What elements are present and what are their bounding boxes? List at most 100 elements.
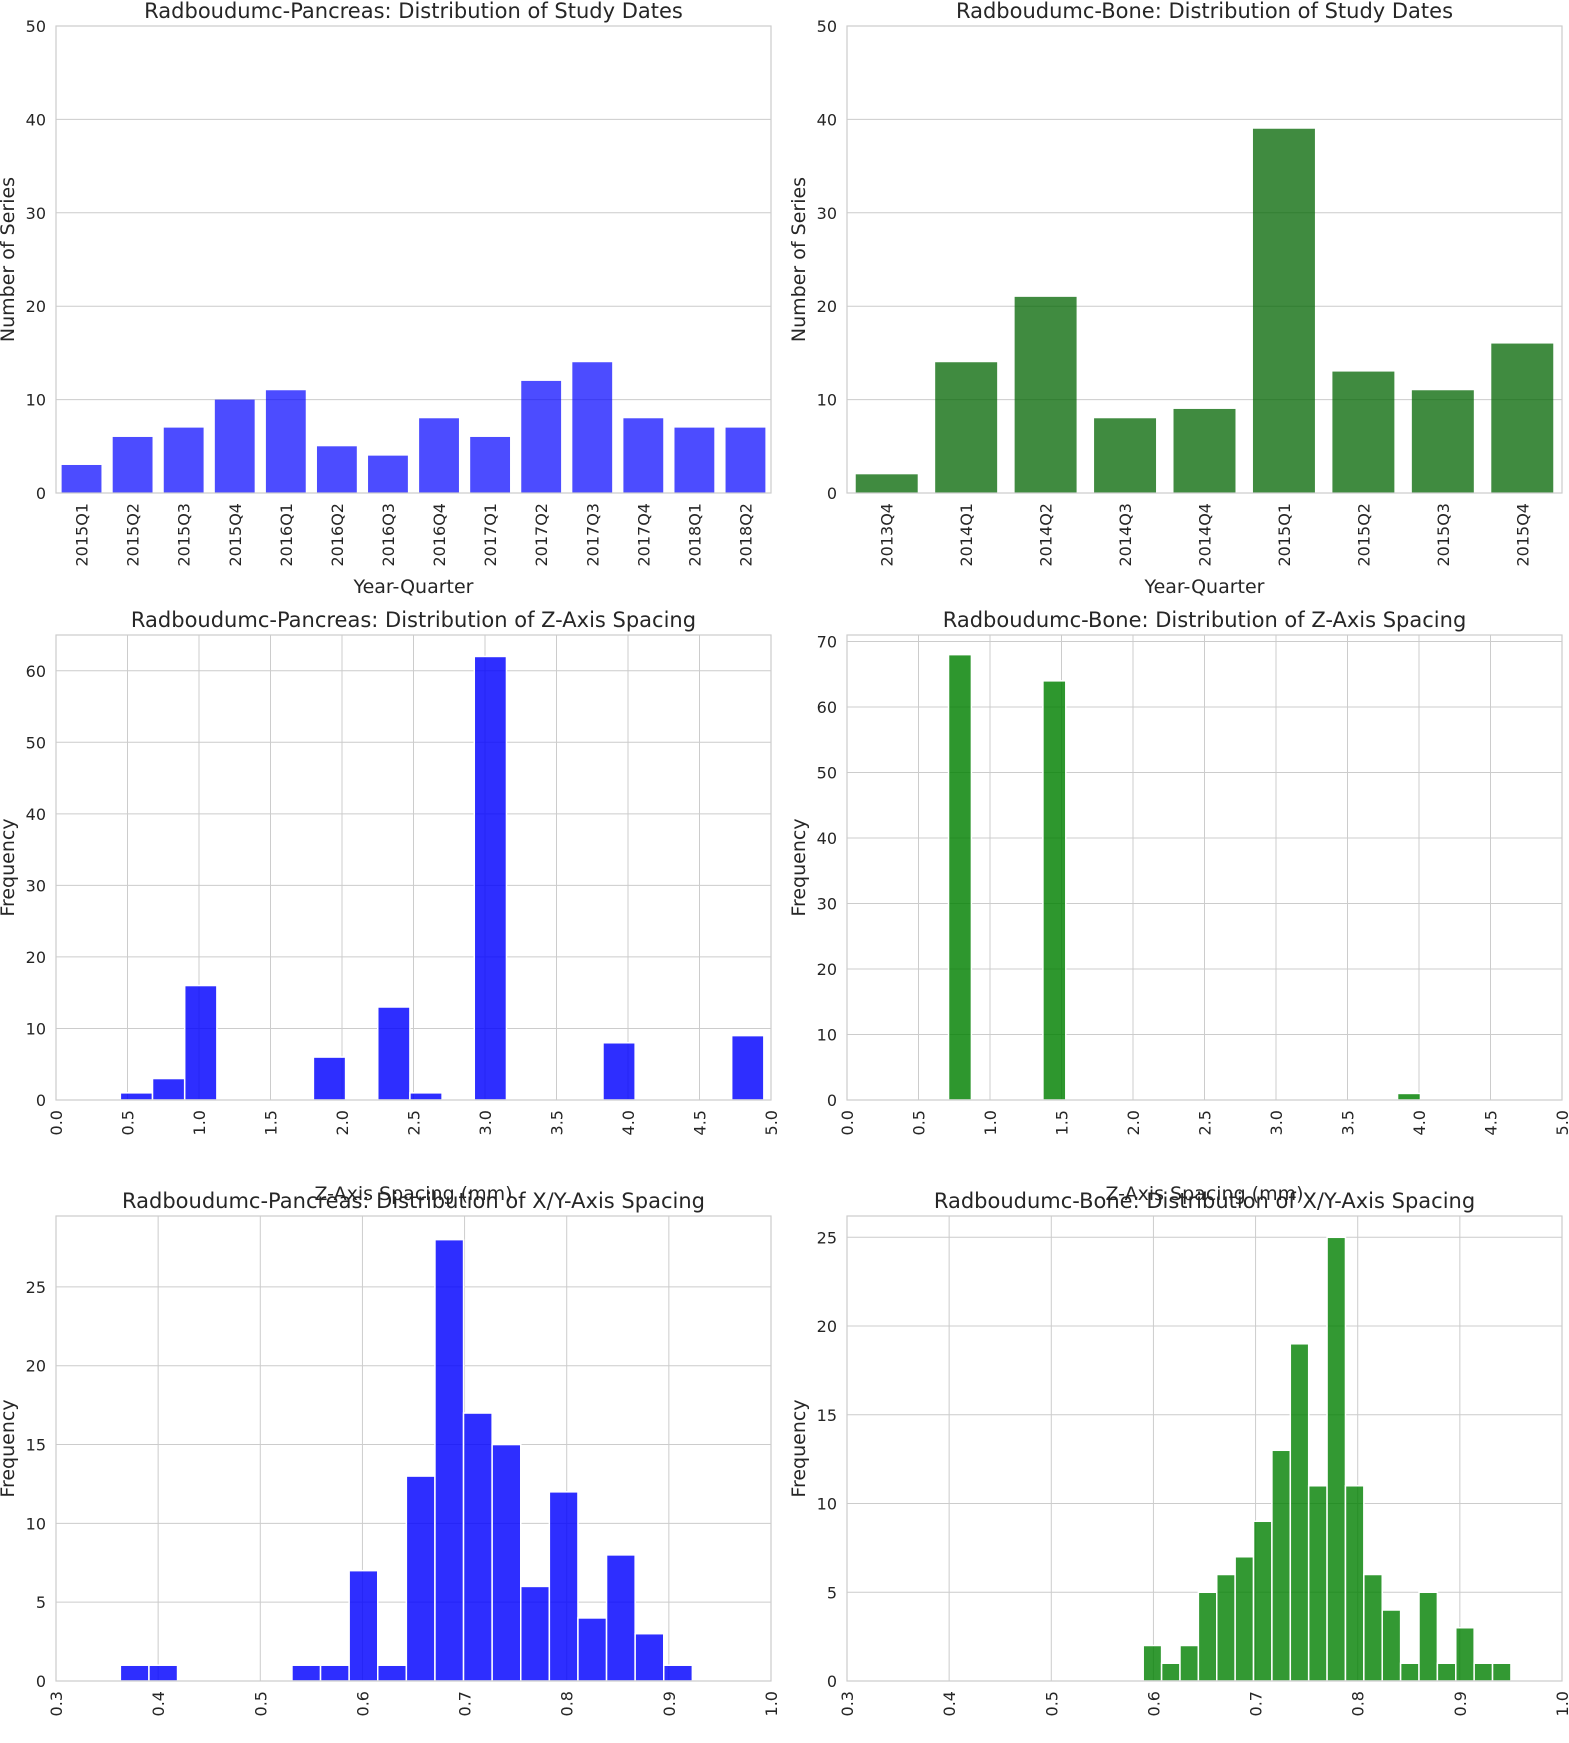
x-tick-label: 0.7 xyxy=(1247,1691,1266,1716)
y-tick-label: 20 xyxy=(817,960,837,979)
bar-2013Q4 xyxy=(855,474,918,493)
histogram-bin xyxy=(348,1569,379,1682)
bar-2017Q2 xyxy=(521,380,562,493)
x-tick-label: 5.0 xyxy=(1553,1110,1569,1135)
histogram-bin xyxy=(319,1664,350,1682)
x-tick-label: 2014Q4 xyxy=(1196,503,1215,567)
y-tick-label: 50 xyxy=(817,17,837,36)
bar-2016Q1 xyxy=(265,390,306,493)
histogram-bin xyxy=(1307,1485,1328,1682)
histogram-bin xyxy=(605,1554,636,1682)
y-tick-label: 10 xyxy=(26,1514,46,1533)
x-tick-label: 2.0 xyxy=(333,1110,352,1135)
chart-pancreas-z-spacing: 0 10 20 30 40 50 60 0.0 0.5 1.0 1.5 2.0 2.5 3.0 3.5 4.0… xyxy=(0,608,781,1205)
y-tick-label: 20 xyxy=(26,1357,46,1376)
x-axis-label: Year-Quarter xyxy=(353,576,474,598)
bar-2015Q2 xyxy=(1332,371,1395,493)
x-tick-label: 4.5 xyxy=(1482,1110,1501,1135)
y-tick-label: 5 xyxy=(827,1583,837,1602)
histogram-bin xyxy=(405,1475,436,1682)
bar-2015Q4 xyxy=(214,399,255,493)
plot-frame xyxy=(846,634,1563,1101)
y-axis-label: Frequency xyxy=(788,1399,810,1497)
y-tick-label: 20 xyxy=(26,948,46,967)
x-tick-label: 0.8 xyxy=(1349,1691,1368,1716)
y-tick-label: 40 xyxy=(26,110,46,129)
x-tick-label: 2016Q4 xyxy=(430,503,449,567)
x-tick-label: 1.5 xyxy=(1053,1110,1072,1135)
x-tick-label: 0.8 xyxy=(558,1691,577,1716)
y-tick-label: 30 xyxy=(26,204,46,223)
histogram-bin xyxy=(1289,1343,1310,1682)
bar-2018Q2 xyxy=(725,427,766,493)
histogram-bin xyxy=(377,1006,411,1101)
y-tick-label: 30 xyxy=(817,204,837,223)
x-tick-label: 0.5 xyxy=(910,1110,929,1135)
y-axis-label: Frequency xyxy=(0,818,19,916)
y-tick-label: 30 xyxy=(817,895,837,914)
y-tick-label: 60 xyxy=(26,662,46,681)
histogram-bin xyxy=(634,1632,665,1682)
y-tick-label: 50 xyxy=(26,17,46,36)
histogram-bin xyxy=(434,1238,465,1682)
x-tick-label: 4.0 xyxy=(619,1110,638,1135)
x-tick-label: 1.5 xyxy=(262,1110,281,1135)
x-tick-label: 2015Q3 xyxy=(1434,503,1453,567)
histogram-bin xyxy=(1399,1662,1420,1682)
histogram-bin xyxy=(1491,1662,1512,1682)
histogram-bin xyxy=(577,1617,608,1682)
histogram-bin xyxy=(520,1585,551,1682)
x-tick-label: 2018Q2 xyxy=(736,503,755,567)
x-tick-label: 2014Q3 xyxy=(1116,503,1135,567)
chart-title: Radboudumc-Bone: Distribution of X/Y-Axi… xyxy=(934,1189,1475,1213)
bar-2016Q2 xyxy=(316,446,357,493)
bar-2015Q1 xyxy=(1252,128,1315,494)
bar-2014Q3 xyxy=(1094,418,1157,493)
plot-frame xyxy=(55,1215,772,1682)
bar-2014Q1 xyxy=(935,362,998,493)
y-tick-label: 30 xyxy=(26,876,46,895)
y-tick-label: 0 xyxy=(827,1091,837,1110)
y-tick-label: 25 xyxy=(817,1228,837,1247)
histogram-bin xyxy=(947,653,973,1101)
chart-bone-z-spacing: 0 10 20 30 40 50 60 70 0.0 0.5 1.0 1.5 2.0 2.5 3.0 3.5 4… xyxy=(788,608,1569,1205)
chart-title: Radboudumc-Pancreas: Distribution of X/Y… xyxy=(122,1189,705,1213)
y-tick-label: 0 xyxy=(36,1091,46,1110)
histogram-bin xyxy=(119,1092,154,1101)
y-tick-label: 10 xyxy=(817,1495,837,1514)
y-tick-label: 25 xyxy=(26,1278,46,1297)
y-tick-label: 15 xyxy=(817,1406,837,1425)
x-tick-label: 3.0 xyxy=(476,1110,495,1135)
x-tick-label: 3.0 xyxy=(1267,1110,1286,1135)
histogram-bin xyxy=(119,1664,150,1682)
x-tick-label: 1.0 xyxy=(981,1110,1000,1135)
y-tick-label: 10 xyxy=(26,1019,46,1038)
x-tick-label: 0.5 xyxy=(119,1110,138,1135)
bar-2016Q3 xyxy=(368,455,408,493)
histogram-bin xyxy=(1344,1485,1365,1682)
x-tick-label: 0.9 xyxy=(1451,1691,1470,1716)
chart-title: Radboudumc-Pancreas: Distribution of Z-A… xyxy=(131,608,696,632)
x-tick-label: 2015Q1 xyxy=(73,503,92,567)
histogram-bin xyxy=(1271,1449,1292,1682)
y-tick-label: 40 xyxy=(817,829,837,848)
x-tick-label: 0.4 xyxy=(149,1691,168,1716)
histogram-bin xyxy=(1436,1662,1457,1682)
y-tick-label: 60 xyxy=(817,698,837,717)
x-tick-label: 2015Q2 xyxy=(124,503,143,567)
x-tick-label: 2018Q1 xyxy=(685,503,704,567)
x-tick-label: 2017Q3 xyxy=(583,503,602,567)
y-tick-label: 10 xyxy=(817,1026,837,1045)
x-tick-label: 3.5 xyxy=(548,1110,567,1135)
histogram-bin xyxy=(409,1092,443,1101)
x-tick-label: 1.0 xyxy=(190,1110,209,1135)
histogram-bin xyxy=(377,1664,408,1682)
x-tick-label: 4.0 xyxy=(1410,1110,1429,1135)
y-tick-label: 5 xyxy=(36,1593,46,1612)
histogram-bin xyxy=(548,1491,579,1682)
histogram-bin xyxy=(1252,1520,1273,1682)
histogram-bin xyxy=(1363,1573,1383,1682)
histogram-bin xyxy=(663,1664,694,1682)
histogram-bin xyxy=(1142,1644,1163,1682)
x-tick-label: 0.5 xyxy=(1042,1691,1061,1716)
